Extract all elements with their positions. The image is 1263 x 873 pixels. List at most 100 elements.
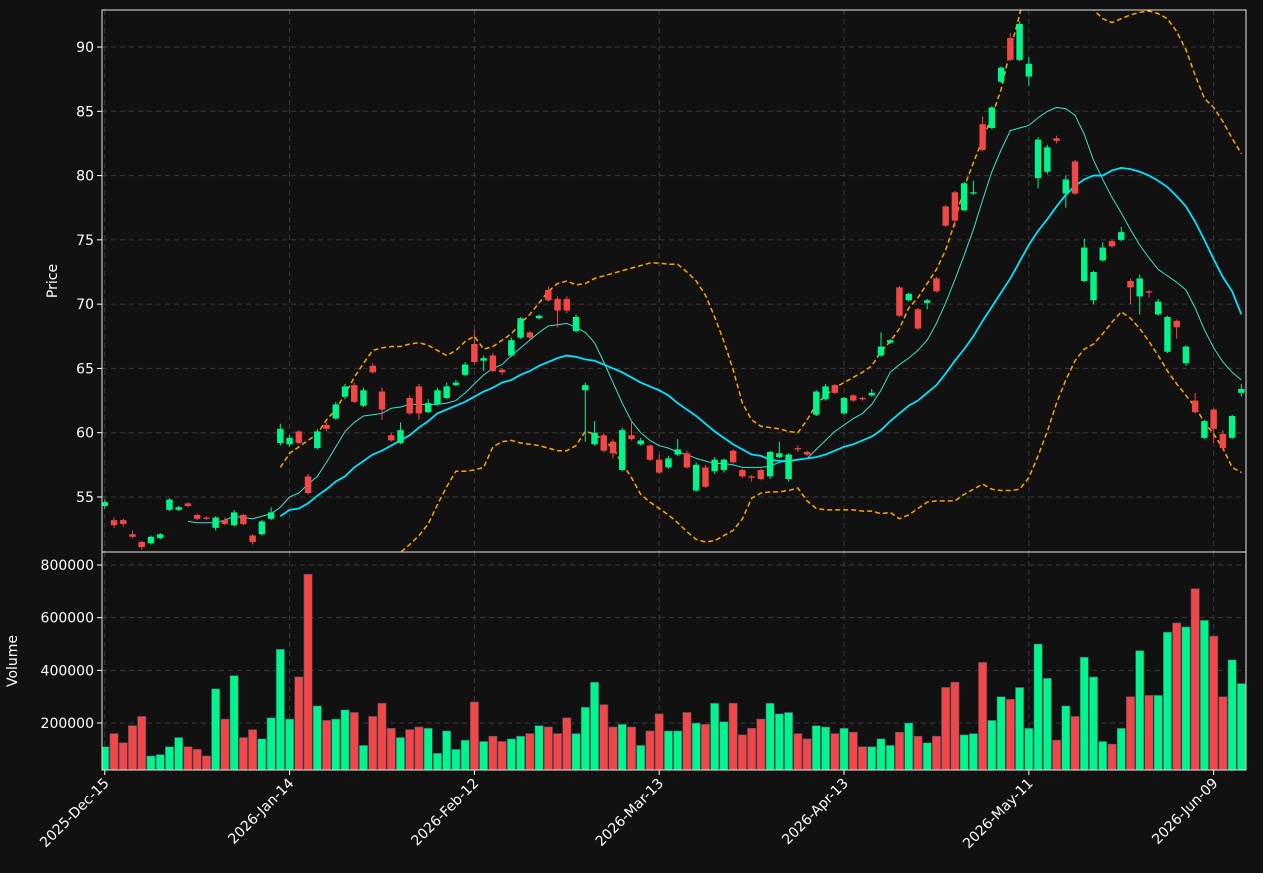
volume-bar	[839, 727, 849, 770]
volume-bar	[950, 681, 960, 770]
candle-body	[461, 364, 469, 375]
candle-body	[988, 107, 996, 129]
volume-bar	[1005, 698, 1015, 770]
volume-bar	[608, 726, 618, 770]
volume-bar	[756, 718, 766, 770]
candle-body	[951, 192, 959, 221]
volume-bar	[1024, 727, 1034, 770]
candle-body	[166, 499, 173, 510]
volume-bar	[1227, 659, 1237, 770]
candle-body	[646, 445, 654, 460]
candle-body	[1053, 138, 1060, 141]
candle-body	[1044, 147, 1051, 172]
plot-area	[102, 573, 1246, 770]
candle-body	[1007, 38, 1014, 60]
volume-bar	[811, 725, 821, 770]
candle-body	[1108, 241, 1116, 247]
candle-body	[240, 514, 247, 524]
candle-body	[655, 459, 663, 473]
volume-bar	[1042, 677, 1052, 770]
volume-bar	[183, 746, 193, 770]
volume-bar	[386, 727, 396, 770]
volume-bar	[1209, 635, 1219, 770]
candle-body	[877, 346, 885, 356]
candle-body	[600, 435, 608, 451]
candle-body	[748, 476, 755, 478]
volume-bar	[978, 662, 988, 770]
candle-body	[757, 469, 765, 479]
volume-bar	[488, 735, 498, 770]
volume-bar	[423, 727, 433, 770]
candle-body	[480, 358, 487, 361]
candle-body	[933, 278, 940, 292]
volume-bar	[645, 730, 655, 770]
volume-bar	[1107, 743, 1117, 770]
candle-body	[665, 458, 672, 468]
candle-body	[304, 476, 312, 494]
volume-bar	[627, 726, 636, 770]
volume-bar	[876, 738, 886, 770]
volume-bar	[525, 733, 535, 770]
volume-bar	[1218, 696, 1228, 770]
volume-bar	[1089, 676, 1098, 770]
volume-bar	[802, 738, 812, 770]
volume-bar	[617, 724, 627, 770]
volume-bar	[941, 687, 951, 770]
volume-bar	[377, 702, 387, 770]
volume-bar	[460, 739, 470, 770]
candle-body	[110, 520, 118, 526]
volume-bar	[201, 755, 211, 770]
plot-area	[102, 10, 1245, 552]
volume-bar	[1172, 622, 1182, 770]
volume-bar	[275, 648, 285, 770]
candle-body	[1228, 415, 1236, 438]
y-tick-label: 800000	[41, 558, 94, 574]
candle-body	[1182, 346, 1190, 364]
candle-body	[147, 536, 155, 544]
volume-bar	[728, 702, 738, 770]
volume-bar	[830, 733, 840, 770]
candle-body	[979, 124, 986, 150]
candle-body	[1173, 320, 1180, 328]
candle-body	[332, 404, 340, 419]
volume-bar	[922, 742, 932, 770]
volume-bar	[266, 717, 276, 770]
candle-body	[1136, 278, 1143, 297]
volume-bar	[303, 573, 313, 770]
y-tick-label: 75	[76, 233, 94, 249]
volume-bar	[469, 701, 479, 770]
candle-body	[1016, 23, 1023, 60]
y-axis-label: Volume	[5, 635, 21, 687]
volume-bar	[229, 675, 239, 770]
volume-bar	[904, 722, 914, 770]
volume-bar	[590, 681, 599, 770]
volume-bar	[102, 746, 110, 770]
y-tick-label: 65	[76, 361, 94, 377]
volume-frame	[101, 551, 1247, 771]
candle-body	[970, 192, 977, 194]
candle-body	[295, 431, 303, 443]
volume-bar	[710, 702, 720, 770]
candle-body	[341, 386, 349, 397]
candle-body	[1081, 247, 1088, 281]
volume-bar	[257, 738, 267, 770]
volume-bar	[858, 746, 867, 770]
candle-body	[739, 469, 746, 477]
volume-bar	[331, 718, 341, 770]
volume-bar	[553, 733, 563, 770]
candle-body	[692, 464, 700, 491]
volume-bar	[294, 676, 304, 770]
volume-bar	[497, 741, 507, 770]
volume-bar	[793, 733, 803, 770]
y-tick-label: 600000	[41, 611, 94, 627]
volume-bar	[848, 731, 858, 770]
candle-body	[498, 369, 506, 373]
volume-bar	[747, 727, 757, 770]
candle-body	[942, 206, 949, 226]
candle-body	[1191, 400, 1199, 413]
candle-body	[526, 332, 534, 338]
y-tick-label: 90	[76, 40, 94, 56]
candle-body	[729, 450, 737, 463]
candle-body	[822, 386, 829, 400]
candle-body	[914, 309, 922, 329]
